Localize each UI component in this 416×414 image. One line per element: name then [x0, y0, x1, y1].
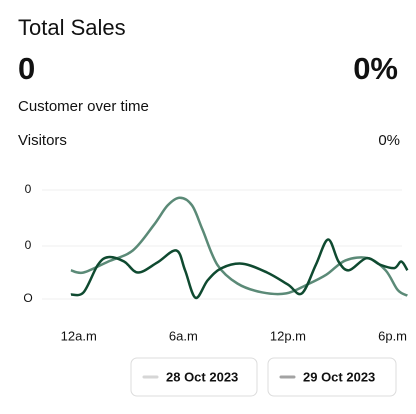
- total: 0: [18, 51, 35, 86]
- y-axis-label: 0: [25, 238, 32, 252]
- section-title: Customer over time: [18, 98, 149, 115]
- legend-box: [267, 357, 397, 397]
- legend-label: 29 Oct 2023: [303, 369, 375, 384]
- x-tick-label: 12a.m: [61, 328, 97, 343]
- metric: Visitors: [18, 132, 67, 149]
- x-tick-label: 6a.m: [169, 328, 198, 343]
- legend-box: [130, 357, 258, 397]
- legend-item[interactable]: 29 Oct 2023: [267, 357, 397, 397]
- legend-label: 28 Oct 2023: [166, 369, 238, 384]
- title: Total Sales: [18, 15, 126, 40]
- line: [70, 196, 409, 297]
- x-tick-label: 12p.m: [270, 328, 306, 343]
- y-axis-label: O: [23, 291, 32, 305]
- legend-item[interactable]: 28 Oct 2023: [130, 357, 258, 397]
- y-axis-label: 0: [25, 182, 32, 196]
- change: 0%: [353, 51, 398, 86]
- line: [70, 238, 409, 300]
- x-tick-label: 6p.m: [378, 328, 407, 343]
- metric-change: 0%: [378, 132, 400, 149]
